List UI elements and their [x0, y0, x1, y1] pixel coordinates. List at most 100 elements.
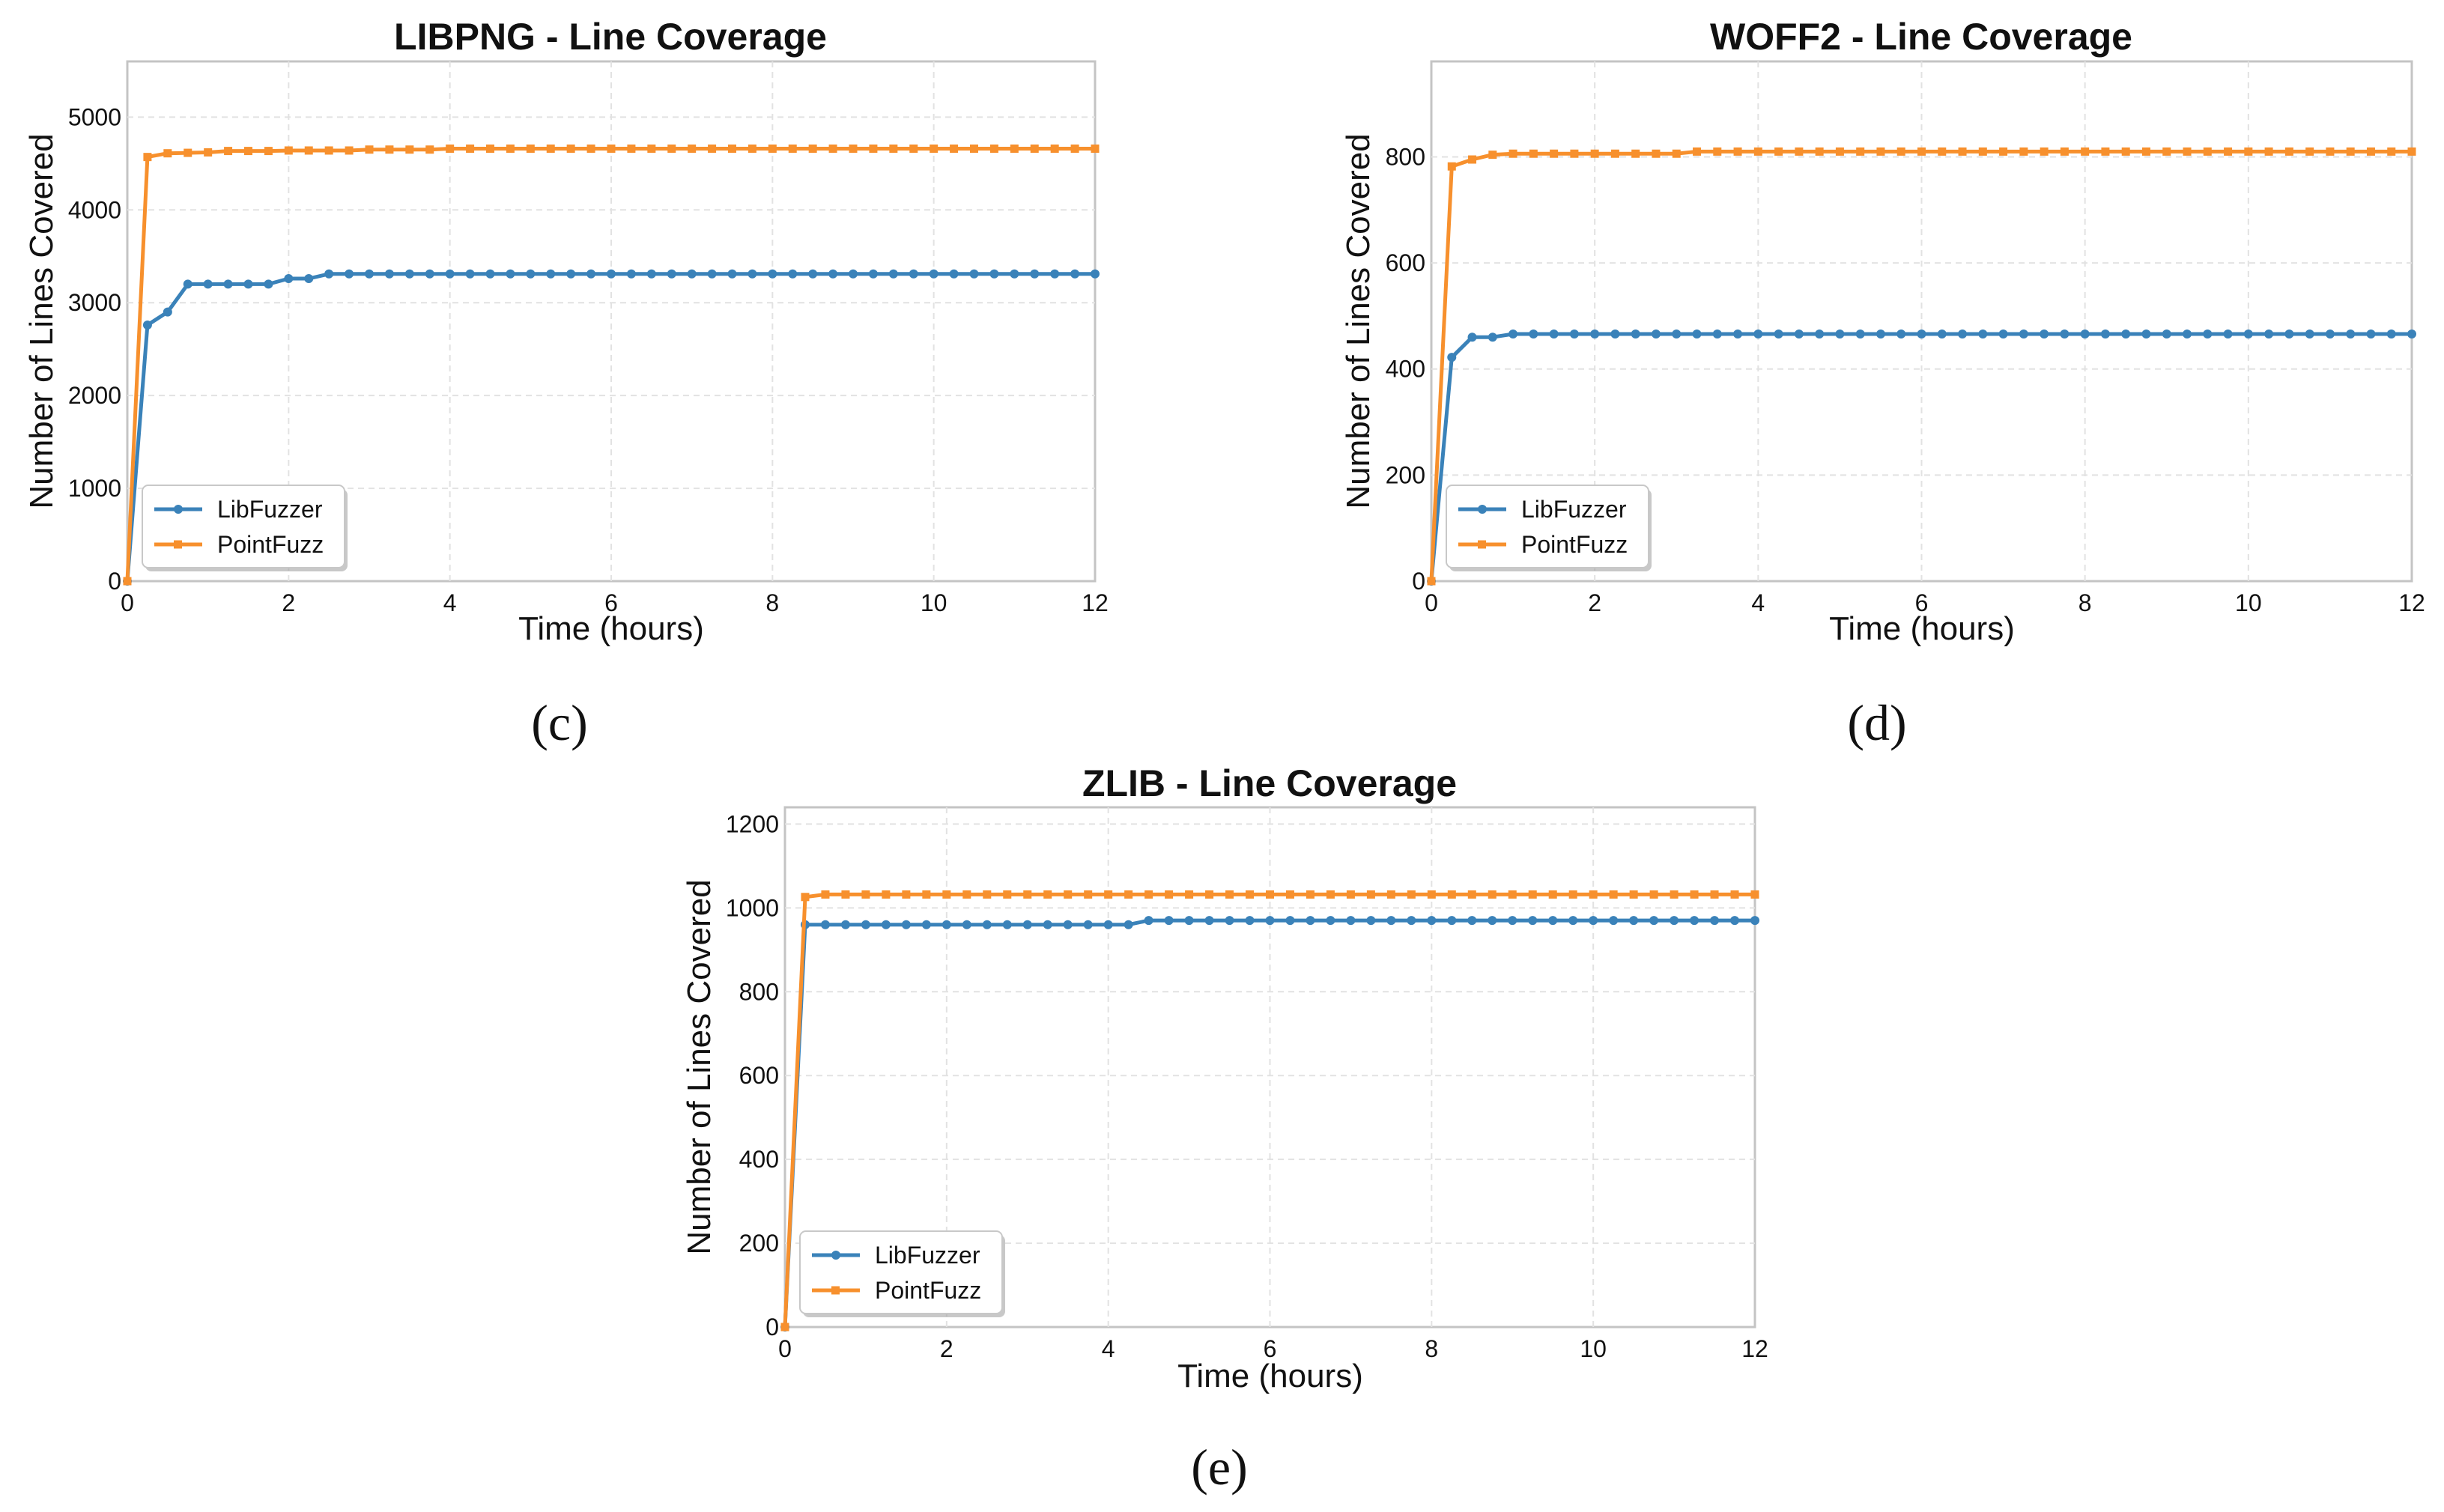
data-point — [881, 920, 891, 929]
x-tick-label: 8 — [1425, 1335, 1438, 1362]
data-point — [2325, 329, 2335, 338]
data-point — [667, 269, 676, 279]
data-point — [1285, 890, 1294, 899]
data-point — [304, 146, 313, 155]
data-point — [1753, 329, 1763, 338]
data-point — [828, 269, 838, 279]
data-point — [1164, 916, 1174, 926]
y-tick-label: 1000 — [68, 475, 121, 502]
data-point — [1568, 916, 1578, 926]
data-point — [1589, 916, 1598, 926]
data-point — [1917, 147, 1926, 156]
data-point — [2121, 147, 2130, 156]
data-point — [1569, 329, 1579, 338]
chart-title: WOFF2 - Line Coverage — [1710, 16, 2132, 58]
y-axis-label: Number of Lines Covered — [1340, 133, 1377, 508]
data-point — [1774, 329, 1783, 338]
data-point — [1103, 920, 1113, 929]
data-point — [788, 144, 797, 153]
data-point — [1366, 916, 1376, 926]
legend-marker — [1478, 505, 1487, 514]
data-point — [780, 1323, 789, 1332]
series-pointfuzz — [123, 144, 1100, 586]
data-point — [506, 269, 515, 279]
data-point — [425, 269, 434, 279]
data-point — [982, 920, 992, 929]
x-tick-label: 4 — [443, 589, 457, 616]
data-point — [828, 144, 837, 153]
data-point — [1528, 890, 1537, 899]
data-point — [2101, 147, 2110, 156]
data-point — [1488, 333, 1497, 342]
data-point — [1631, 329, 1640, 338]
data-point — [1568, 890, 1577, 899]
legend-label: PointFuzz — [217, 531, 324, 558]
data-point — [1856, 147, 1865, 156]
data-point — [727, 269, 737, 279]
data-point — [1022, 920, 1032, 929]
data-point — [163, 307, 172, 317]
data-point — [1467, 333, 1477, 342]
data-point — [969, 269, 979, 279]
data-point — [788, 269, 798, 279]
subfigure-caption: (e) — [1191, 1439, 1247, 1496]
data-point — [1610, 329, 1620, 338]
data-point — [1447, 890, 1456, 899]
data-point — [224, 147, 233, 156]
data-point — [821, 890, 830, 899]
x-tick-label: 10 — [921, 589, 947, 616]
legend-marker — [174, 540, 182, 549]
data-point — [1003, 890, 1012, 899]
data-point — [970, 144, 978, 153]
x-tick-label: 12 — [1082, 589, 1109, 616]
data-point — [607, 269, 616, 279]
data-point — [445, 269, 455, 279]
data-point — [365, 145, 374, 154]
data-point — [2081, 147, 2090, 156]
legend: LibFuzzer PointFuzz — [142, 485, 348, 571]
data-point — [1205, 890, 1214, 899]
data-point — [901, 920, 911, 929]
data-point — [1306, 890, 1315, 899]
data-point — [1002, 920, 1012, 929]
data-point — [2183, 329, 2192, 338]
data-point — [1043, 890, 1052, 899]
data-point — [2346, 329, 2356, 338]
data-point — [2121, 329, 2131, 338]
data-point — [1488, 151, 1497, 160]
data-point — [1508, 916, 1517, 926]
data-point — [203, 279, 213, 289]
data-point — [304, 273, 314, 283]
data-point — [1670, 916, 1679, 926]
data-point — [586, 269, 596, 279]
data-point — [1774, 147, 1783, 156]
data-point — [1124, 890, 1133, 899]
data-point — [345, 269, 354, 279]
data-point — [1672, 149, 1681, 158]
data-point — [1649, 890, 1658, 899]
data-point — [2407, 329, 2416, 338]
data-point — [1104, 890, 1113, 899]
data-point — [2080, 329, 2090, 338]
data-point — [889, 144, 898, 153]
data-point — [2040, 147, 2049, 156]
data-point — [566, 269, 576, 279]
data-point — [1091, 144, 1100, 153]
x-tick-label: 12 — [2398, 589, 2425, 616]
data-point — [1589, 890, 1598, 899]
data-point — [1730, 916, 1740, 926]
data-point — [820, 920, 830, 929]
data-point — [1753, 147, 1762, 156]
series-pointfuzz — [1427, 147, 2416, 586]
y-tick-label: 400 — [1386, 356, 1425, 383]
data-point — [2284, 329, 2294, 338]
data-point — [2346, 147, 2355, 156]
data-point — [1978, 147, 1987, 156]
data-point — [869, 144, 878, 153]
data-point — [768, 269, 777, 279]
legend-label: LibFuzzer — [875, 1242, 980, 1269]
data-point — [1609, 890, 1618, 899]
data-point — [1938, 147, 1947, 156]
data-point — [1165, 890, 1174, 899]
data-point — [1570, 149, 1579, 158]
